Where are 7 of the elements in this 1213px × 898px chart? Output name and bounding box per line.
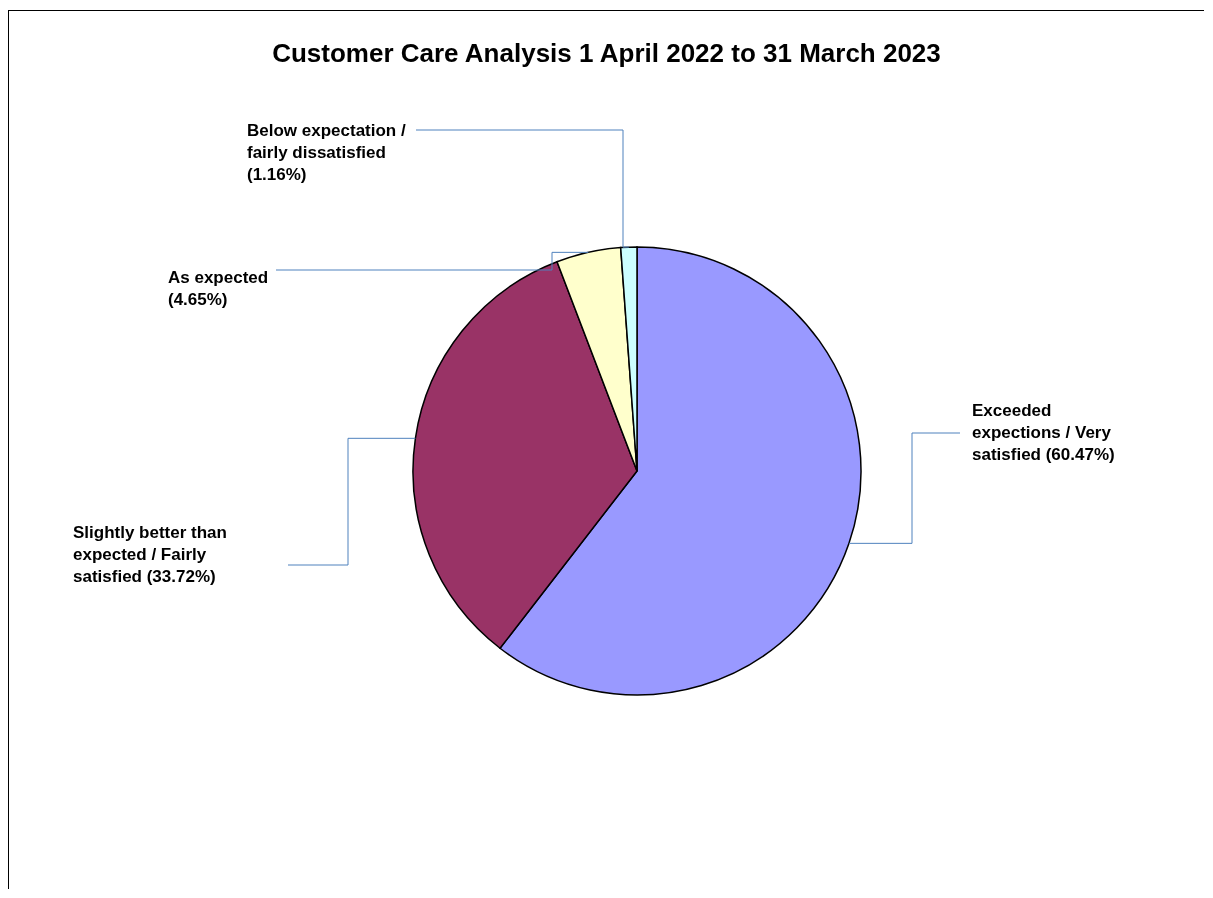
chart-title: Customer Care Analysis 1 April 2022 to 31 March 2023 — [271, 38, 942, 69]
data-label: (4.65%) — [168, 290, 228, 309]
slice-label: Below expectation / fairly dissatisfied — [247, 121, 406, 162]
data-label: (1.16%) — [247, 165, 307, 184]
slice-label: Exceeded expections / Very satisfied (60.47%) — [972, 401, 1115, 464]
slice-label: As expected — [168, 268, 269, 287]
slice-label: Slightly better than expected / Fairly satisfied (33.72%) — [73, 523, 227, 586]
